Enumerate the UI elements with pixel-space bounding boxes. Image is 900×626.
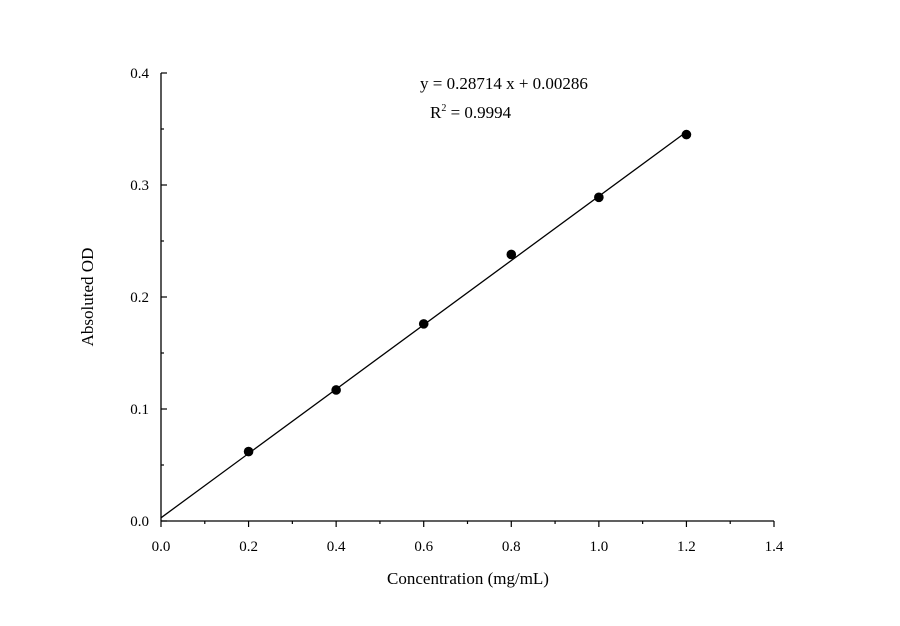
y-tick-label: 0.0 [130,514,149,530]
fit-equation: y = 0.28714 x + 0.00286 [420,74,588,93]
x-tick-label: 1.0 [589,539,608,555]
data-point [331,385,341,395]
data-point [243,446,254,457]
data-point [506,249,517,260]
x-tick-label: 1.4 [765,539,784,555]
data-points [243,129,692,457]
y-axis-title: Absoluted OD [78,248,97,347]
y-tick-label: 0.1 [130,402,149,418]
data-point [594,192,604,203]
y-tick-label: 0.3 [130,178,149,194]
axes [160,73,774,522]
r-squared-symbol: R [430,103,442,122]
x-tick-label: 0.0 [152,539,171,555]
r-squared-superscript: 2 [441,103,446,114]
x-tick-label: 0.4 [327,539,346,555]
x-axis-title: Concentration (mg/mL) [387,569,549,588]
x-tick-label: 0.8 [502,539,521,555]
x-tick-label: 0.6 [414,539,433,555]
r-squared: R2 = 0.9994 [430,103,512,122]
data-point [418,319,429,329]
data-point [681,129,692,140]
r-squared-value: = 0.9994 [446,103,511,122]
x-axis-ticks: 0.0 0.2 0.4 0.6 0.8 1.0 1.2 1.4 [152,521,784,555]
x-tick-label: 1.2 [677,539,696,555]
y-axis-ticks: 0.0 0.1 0.2 0.3 0.4 [130,66,167,530]
x-tick-label: 0.2 [239,539,258,555]
y-tick-label: 0.2 [130,290,149,306]
y-tick-label: 0.4 [130,66,149,82]
